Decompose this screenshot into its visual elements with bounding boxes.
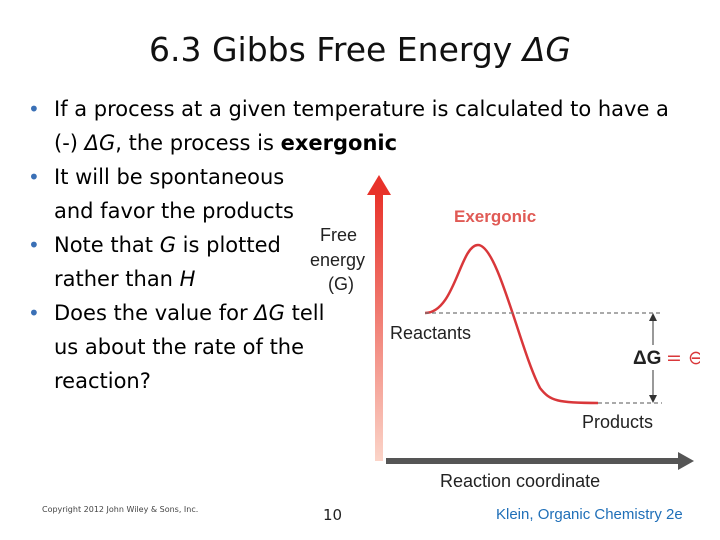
products-label: Products xyxy=(582,412,653,432)
bullet-list: • If a process at a given temperature is… xyxy=(28,92,698,398)
bullet-item-4: • Does the value for ΔG tell us about th… xyxy=(28,296,329,398)
bullet-item-2: • It will be spontaneous and favor the p… xyxy=(28,160,329,228)
bullet-symbol: H xyxy=(179,267,196,291)
x-axis-arrow-icon xyxy=(678,452,694,470)
x-axis-label: Reaction coordinate xyxy=(440,471,600,491)
title-text: 6.3 Gibbs Free Energy xyxy=(149,30,513,69)
reactants-label: Reactants xyxy=(390,323,471,343)
slide-title: 6.3 Gibbs Free Energy ΔG xyxy=(0,30,720,69)
bullet-text: Does the value for xyxy=(54,301,255,325)
bullet-item-3: • Note that G is plotted rather than H xyxy=(28,228,329,296)
delta-arrow-up-icon xyxy=(649,313,657,321)
y-axis-arrow-icon xyxy=(367,175,391,195)
delta-sign: = ⊖ xyxy=(666,347,700,369)
bullet-dot-icon: • xyxy=(28,301,40,325)
delta-arrow-down-icon xyxy=(649,395,657,403)
energy-curve xyxy=(424,243,599,405)
bullet-text: If a process at a given temperature is c… xyxy=(54,97,669,155)
bullet-emphasis: exergonic xyxy=(280,131,398,155)
bullet-text: tell us about the rate of the reaction? xyxy=(54,301,325,393)
y-label-line3: (G) xyxy=(328,274,354,294)
y-label-line2: energy xyxy=(310,250,365,270)
x-axis xyxy=(386,458,680,464)
bullet-symbol: ΔG xyxy=(84,131,116,155)
bullet-dot-icon: • xyxy=(28,165,40,189)
energy-diagram: Free energy (G) Exergonic ΔG = ⊖ Reactan… xyxy=(310,175,700,491)
y-axis xyxy=(375,193,383,461)
title-symbol: ΔG xyxy=(522,30,571,69)
footer-source: Klein, Organic Chemistry 2e xyxy=(496,506,683,523)
bullet-text: It will be spontaneous and favor the pro… xyxy=(54,165,294,223)
bullet-text: Note that xyxy=(54,233,160,257)
bullet-text: is plotted rather than xyxy=(54,233,281,291)
delta-label: ΔG xyxy=(633,348,661,369)
y-label-line1: Free xyxy=(320,225,357,245)
bullet-dot-icon: • xyxy=(28,97,40,121)
footer-copyright: Copyright 2012 John Wiley & Sons, Inc. xyxy=(42,505,199,514)
bullet-dot-icon: • xyxy=(28,233,40,257)
bullet-symbol: G xyxy=(159,233,176,257)
page-number: 10 xyxy=(323,506,343,524)
curve-label: Exergonic xyxy=(454,207,536,226)
bullet-item-1: • If a process at a given temperature is… xyxy=(28,92,698,160)
bullet-text: , the process is xyxy=(115,131,281,155)
bullet-symbol: ΔG xyxy=(254,301,285,325)
